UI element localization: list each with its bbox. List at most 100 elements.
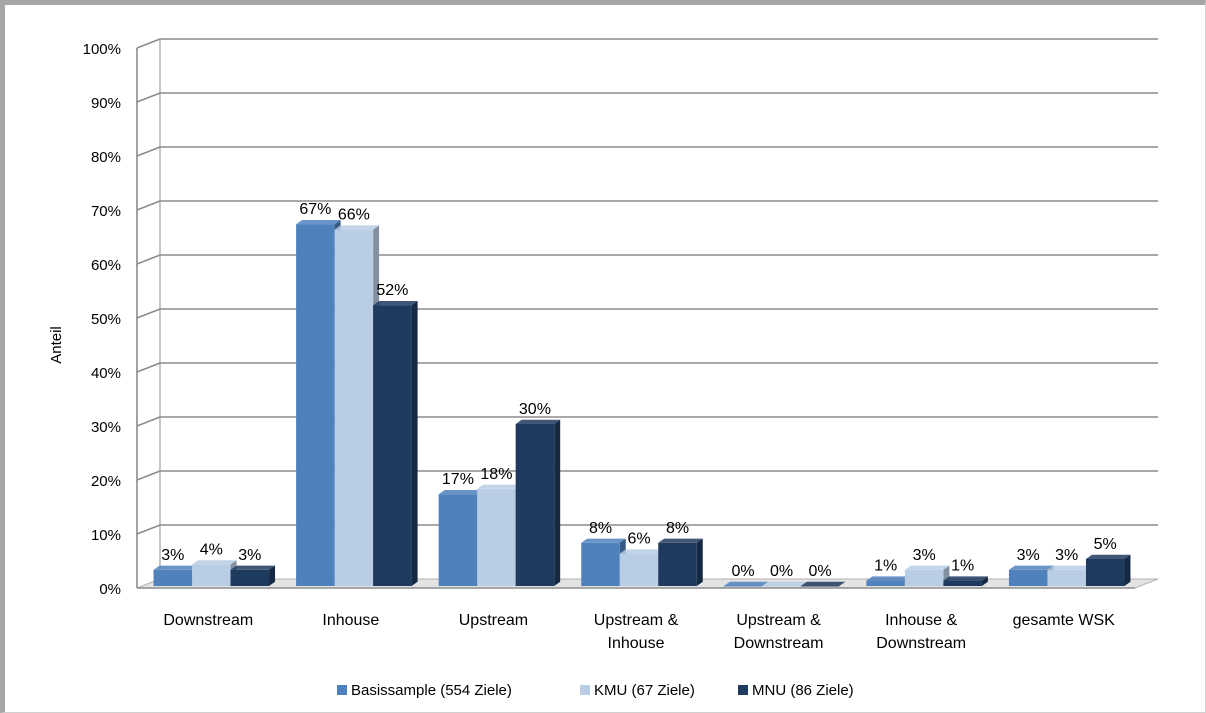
bar: [619, 553, 659, 586]
bar: [1085, 559, 1125, 586]
bar-top: [477, 484, 522, 489]
bar-top: [373, 301, 418, 306]
data-label: 3%: [161, 547, 184, 564]
x-tick-label: Upstream: [459, 612, 528, 629]
y-tick-label: 10%: [91, 527, 121, 544]
data-label: 8%: [666, 520, 689, 537]
bar: [373, 305, 412, 586]
data-label: 4%: [200, 541, 223, 558]
bar: [658, 542, 697, 586]
data-label: 66%: [338, 207, 370, 224]
gridline-side: [136, 254, 161, 265]
gridline-side: [136, 92, 161, 103]
y-tick-label: 70%: [91, 203, 121, 220]
x-tick-label: Inhouse: [322, 612, 379, 629]
x-tick-label: Inhouse: [608, 635, 665, 652]
bar: [581, 542, 620, 586]
y-tick-label: 100%: [83, 41, 121, 58]
gridline-side: [136, 362, 161, 373]
data-label: 67%: [299, 201, 331, 218]
bar: [438, 494, 478, 586]
bar-side: [554, 419, 561, 586]
data-label: 0%: [770, 563, 793, 580]
bar-top: [515, 419, 561, 424]
bar: [1047, 569, 1086, 586]
bar-top: [658, 538, 703, 543]
bar: [1008, 569, 1048, 586]
bar-top: [1008, 565, 1054, 570]
data-label: 17%: [442, 471, 474, 488]
y-tick-label: 30%: [91, 419, 121, 436]
bar: [762, 586, 801, 587]
x-tick-label: Downstream: [734, 635, 824, 652]
data-label: 52%: [376, 282, 408, 299]
data-label: 5%: [1094, 536, 1117, 553]
bar: [296, 224, 335, 586]
legend-swatch: [337, 685, 347, 695]
legend-swatch: [738, 685, 748, 695]
data-label: 6%: [627, 531, 650, 548]
data-label: 30%: [519, 401, 551, 418]
bar-top: [581, 538, 626, 543]
data-label: 0%: [809, 563, 832, 580]
bar-top: [153, 565, 199, 570]
legend-label: KMU (67 Ziele): [594, 682, 695, 699]
bar-side: [1124, 554, 1131, 586]
bar-top: [230, 565, 276, 570]
bar-top: [619, 549, 665, 554]
y-tick-label: 40%: [91, 365, 121, 382]
bar-top: [723, 581, 769, 586]
bar-side: [696, 538, 703, 586]
data-label: 0%: [732, 563, 755, 580]
y-tick-label: 90%: [91, 95, 121, 112]
bar-top: [762, 581, 807, 586]
gridline-side: [136, 524, 161, 535]
gridline-side: [136, 38, 161, 49]
y-tick-label: 0%: [99, 581, 121, 598]
x-tick-label: Upstream &: [736, 612, 821, 629]
bar-top: [866, 576, 911, 581]
bar: [943, 580, 982, 586]
data-label: 3%: [913, 547, 936, 564]
bar-side: [269, 565, 276, 586]
gridline-side: [136, 470, 161, 481]
bar: [904, 569, 944, 586]
bar: [334, 229, 374, 586]
x-tick-label: gesamte WSK: [1013, 612, 1116, 629]
legend-label: MNU (86 Ziele): [752, 682, 854, 699]
bar: [515, 424, 555, 586]
bar-side: [981, 576, 988, 586]
bar: [723, 586, 763, 587]
data-label: 3%: [1017, 547, 1040, 564]
gridline-side: [136, 416, 161, 427]
bar-top: [1085, 554, 1131, 559]
data-label: 1%: [951, 558, 974, 575]
legend-swatch: [580, 685, 590, 695]
y-tick-label: 60%: [91, 257, 121, 274]
bar-side: [411, 301, 418, 586]
bar: [153, 569, 193, 586]
x-tick-label: Inhouse &: [885, 612, 957, 629]
bar-top: [296, 220, 341, 225]
legend-label: Basissample (554 Ziele): [351, 682, 512, 699]
bar: [230, 569, 270, 586]
gridline-side: [136, 308, 161, 319]
data-label: 3%: [1055, 547, 1078, 564]
bar-top: [800, 581, 846, 586]
gridline-side: [136, 200, 161, 211]
bar-top: [904, 565, 950, 570]
bar: [866, 580, 905, 586]
x-tick-label: Downstream: [876, 635, 966, 652]
data-label: 1%: [874, 558, 897, 575]
bar: [477, 488, 516, 586]
x-tick-label: Downstream: [163, 612, 253, 629]
bar-top: [334, 225, 380, 230]
bar-top: [192, 560, 237, 565]
x-tick-label: Upstream &: [594, 612, 679, 629]
gridline-side: [136, 146, 161, 157]
bar-top: [943, 576, 988, 581]
bar-top: [1047, 565, 1092, 570]
y-tick-label: 80%: [91, 149, 121, 166]
bar: [192, 564, 231, 586]
